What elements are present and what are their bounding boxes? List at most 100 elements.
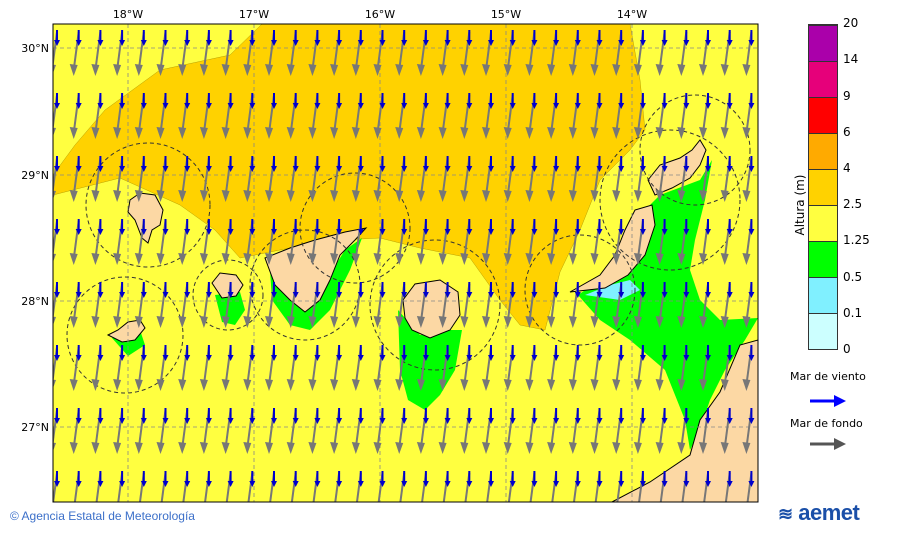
wave-arrow [265,156,277,202]
wave-arrow [482,408,494,454]
copyright-text: © Agencia Estatal de Meteorología [10,509,195,523]
wave-arrow [243,408,256,454]
wave-arrow [720,30,733,76]
wave-arrow [742,156,755,202]
wave-arrow [351,156,364,202]
wave-arrow [438,219,451,265]
wave-arrow [182,471,191,502]
colorbar [808,24,838,350]
wave-arrow [199,156,212,202]
wave-arrow [677,408,690,454]
wave-arrow [178,30,191,76]
wave-arrow [330,156,343,202]
wave-arrow [308,282,321,328]
aemet-logo[interactable]: ≋ aemet [778,500,860,525]
wave-arrow [699,408,711,454]
wave-arrow [464,471,473,502]
colorbar-segment [809,133,837,169]
wave-arrow [399,471,408,502]
wave-arrow [69,156,82,202]
wave-arrow [547,219,560,265]
lon-label: 17°W [239,8,269,21]
wave-arrow [290,471,299,502]
wave-arrow [156,219,169,265]
wave-arrow [53,156,60,200]
colorbar-segment [809,25,837,61]
wave-arrow [156,345,169,391]
wave-arrow [525,408,538,454]
wave-arrow [525,30,538,76]
wave-arrow [351,219,364,265]
wave-arrow [655,156,668,202]
wave-arrow [53,471,60,502]
wave-arrow [525,219,538,265]
wave-arrow [677,93,690,139]
wave-arrow [53,408,60,452]
wave-arrow [416,156,429,202]
wave-arrow [373,93,386,139]
wave-arrow [503,408,516,454]
zone-green-east [578,160,758,450]
wave-arrow [655,30,668,76]
wave-arrow [91,345,104,391]
wave-arrow [503,156,516,202]
wave-arrow [568,219,581,265]
wave-arrow [416,408,429,454]
blue-arrow-icon [810,395,846,407]
wave-arrow [156,30,169,76]
lat-label: 28°N [21,295,49,308]
wave-arrow [373,345,386,391]
wave-arrow [503,30,516,76]
wave-arrow [204,471,212,502]
wave-arrow [438,282,451,328]
wave-arrow [460,345,473,391]
colorbar-tick: 14 [843,52,859,67]
wave-arrow [113,345,126,391]
wave-arrow [677,219,690,265]
wave-arrow [286,345,299,391]
wave-arrow [655,408,668,454]
wave-arrow [308,30,321,76]
wave-arrow [373,219,386,265]
wave-arrow [134,408,147,454]
wave-arrow [633,282,646,328]
wave-arrow [373,408,386,454]
wave-arrow [638,471,646,502]
wave-arrow [330,282,343,328]
wave-arrow [416,345,429,391]
wave-arrow [568,156,581,202]
wave-arrow [265,93,277,139]
wave-arrow [221,30,234,76]
wave-arrow [572,471,581,502]
wave-arrow [482,282,494,328]
wave-arrow [91,219,104,265]
aemet-logo-text: aemet [798,500,860,525]
colorbar-tick: 20 [843,16,859,31]
wave-arrow [416,30,429,76]
wave-arrow [373,156,386,202]
wave-arrow [590,30,603,76]
colorbar-segment [809,277,837,313]
wave-arrow [633,345,646,391]
wave-arrow [221,219,234,265]
wave-arrow [265,345,277,391]
lat-label: 30°N [21,42,49,55]
wave-arrow [525,345,538,391]
wave-arrow [742,93,755,139]
wave-arrow [482,93,494,139]
wave-arrow [134,30,147,76]
wave-arrow [720,93,733,139]
colorbar-segment [809,61,837,97]
wave-arrow [416,93,429,139]
wave-arrow [199,282,212,328]
wave-arrow [308,156,321,202]
wave-arrow [742,219,755,265]
wave-arrow [395,30,408,76]
wave-arrow [308,408,321,454]
wave-arrow [113,408,126,454]
wave-arrow [590,408,603,454]
wave-arrow [612,93,625,139]
wave-arrow [265,282,277,328]
wave-arrow [568,345,581,391]
wave-arrow [681,471,690,502]
